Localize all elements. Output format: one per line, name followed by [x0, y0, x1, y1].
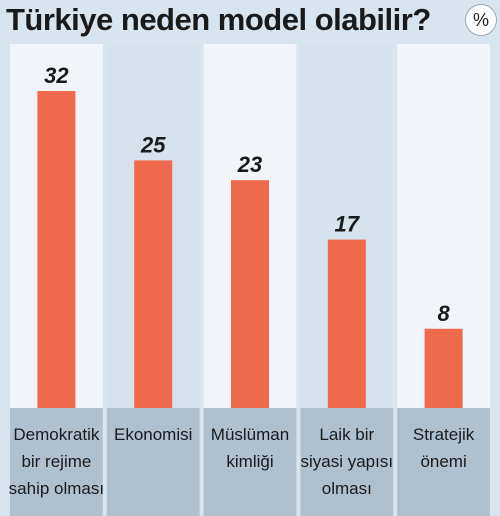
category-label: siyasi yapısı [301, 452, 394, 471]
category-label: Müslüman [211, 425, 289, 444]
category-label: Stratejik [413, 425, 475, 444]
bar [327, 239, 366, 408]
chart-title: Türkiye neden model olabilir? [6, 2, 431, 37]
unit-badge: % [465, 4, 497, 36]
category-label: Laik bir [319, 425, 374, 444]
category-label: önemi [420, 452, 466, 471]
category-label-band [300, 408, 394, 516]
category-label: olması [322, 479, 372, 498]
bar-value-label: 8 [437, 301, 450, 326]
bar [134, 160, 173, 408]
category-label-band [203, 408, 297, 516]
bar-value-label: 32 [44, 63, 69, 88]
bar [424, 328, 463, 408]
category-label-band [106, 408, 200, 516]
bar-value-label: 23 [237, 152, 262, 177]
bar [231, 180, 269, 408]
bar-value-label: 17 [335, 212, 361, 237]
category-label: Ekonomisi [114, 425, 192, 444]
bar-value-label: 25 [140, 132, 166, 157]
category-label-band [10, 408, 103, 516]
category-label: Demokratik [13, 425, 99, 444]
category-label-band [397, 408, 490, 516]
category-label: sahip olması [9, 479, 104, 498]
category-label: bir rejime [21, 452, 91, 471]
category-label: kimliği [226, 452, 273, 471]
bar [37, 91, 76, 408]
